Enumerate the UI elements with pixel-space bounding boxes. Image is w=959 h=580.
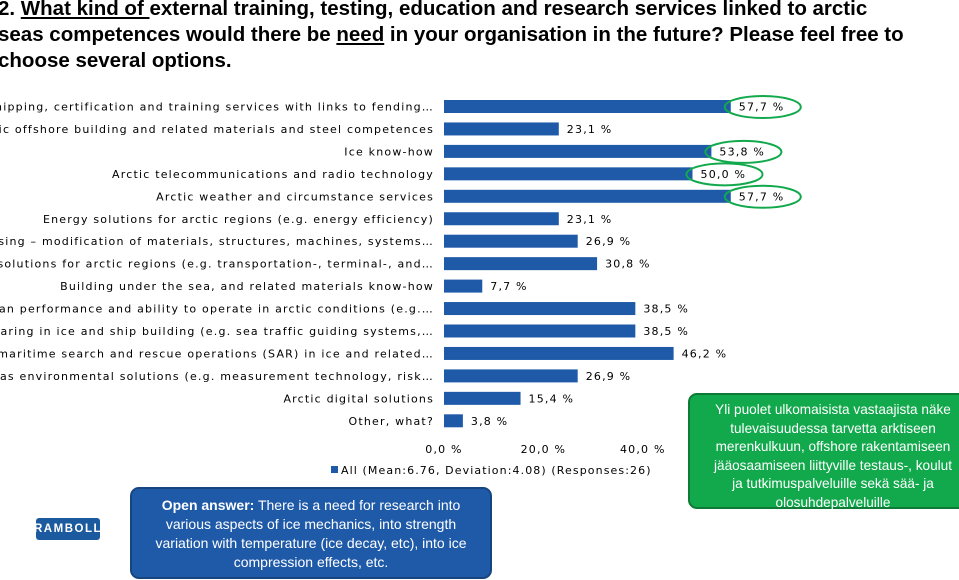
title-line-3: choose several options. <box>0 49 232 72</box>
title-line-2: seas competences would there be need in … <box>0 23 904 46</box>
bar-13 <box>444 391 521 405</box>
value-label-0: 57,7 % <box>739 101 785 114</box>
finnish-note-line-2: merenkulkuun, offshore rakentamiseen <box>715 439 951 454</box>
category-label-4: Arctic weather and circumstance services <box>156 190 434 203</box>
category-label-6: Winterising – modification of materials,… <box>0 235 434 248</box>
finnish-note-line-1: tulevaisuudessa tarvetta arktiseen <box>730 420 936 436</box>
highlight-ovals <box>685 95 802 209</box>
value-label-13: 15,4 % <box>529 392 575 405</box>
value-label-10: 38,5 % <box>643 325 689 338</box>
value-label-2: 53,8 % <box>719 145 765 158</box>
category-label-2: Ice know-how <box>344 145 434 158</box>
bar-8 <box>444 279 483 293</box>
highlight-oval-4 <box>723 184 802 209</box>
category-label-9: Human performance and ability to operate… <box>0 303 434 316</box>
finnish-note-line-0: Yli puolet ulkomaisista vastaajista näke <box>715 402 951 417</box>
value-label-9: 38,5 % <box>643 303 689 316</box>
category-label-3: Arctic telecommunications and radio tech… <box>112 168 434 181</box>
value-label-3: 50,0 % <box>701 168 747 181</box>
x-tick-label-2: 40,0 % <box>620 443 666 456</box>
bar-11 <box>444 346 674 360</box>
legend-swatch <box>331 466 338 473</box>
bar-5 <box>444 212 559 226</box>
bar-7 <box>444 257 598 271</box>
finnish-note-line-4: ja tutkimuspalveluille sekä sää- ja <box>732 476 934 491</box>
category-label-11: Arctic maritime search and rescue operat… <box>0 347 434 360</box>
category-label-13: Arctic digital solutions <box>283 392 434 405</box>
bar-6 <box>444 234 578 248</box>
bar-12 <box>444 369 578 383</box>
category-label-5: Energy solutions for arctic regions (e.g… <box>43 213 434 226</box>
category-label-7: Logistic solutions for arctic regions (e… <box>0 258 434 271</box>
category-label-10: Seafaring in ice and ship building (e.g.… <box>0 325 434 338</box>
bar-4 <box>444 189 731 203</box>
title-line-1: 2. What kind of external training, testi… <box>0 0 868 20</box>
highlight-oval-0 <box>723 95 802 119</box>
category-labels: Arctic shipping, certification and train… <box>0 101 435 428</box>
value-label-5: 23,1 % <box>567 213 613 226</box>
value-label-7: 30,8 % <box>605 258 651 271</box>
value-label-6: 26,9 % <box>586 235 632 248</box>
value-label-14: 3,8 % <box>471 415 508 428</box>
value-label-12: 26,9 % <box>586 370 632 383</box>
bar-2 <box>444 144 712 158</box>
x-tick-label-1: 20,0 % <box>521 443 567 456</box>
bar-0 <box>444 100 731 113</box>
finnish-note-line-3: jääosaamiseen liittyville testaus-, koul… <box>713 457 952 473</box>
legend-text: All (Mean:6.76, Deviation:4.08) (Respons… <box>341 464 652 477</box>
category-label-8: Building under the sea, and related mate… <box>60 280 434 293</box>
finnish-summary-callout: Yli puolet ulkomaisista vastaajista näke… <box>688 393 959 510</box>
bar-1 <box>444 122 559 136</box>
finnish-note-line-5: olosuhdepalveluille <box>775 494 891 510</box>
category-label-14: Other, what? <box>349 415 435 428</box>
value-label-1: 23,1 % <box>567 123 613 136</box>
value-label-8: 7,7 % <box>490 280 527 293</box>
bar-10 <box>444 324 636 338</box>
category-label-12: Arctic seas environmental solutions (e.g… <box>0 370 434 383</box>
x-axis-ticks: 0,0 % 20,0 % 40,0 % <box>425 443 666 456</box>
ramboll-logo: RAMBOLL <box>34 518 101 540</box>
category-label-1: Arctic offshore building and related mat… <box>0 123 434 136</box>
open-answer-text: There is a need for research into variou… <box>155 497 467 570</box>
value-label-11: 46,2 % <box>682 347 728 360</box>
x-tick-label-0: 0,0 % <box>425 443 462 456</box>
question-title: 2. What kind of external training, testi… <box>0 0 959 74</box>
open-answer-callout: Open answer: There is a need for researc… <box>130 487 492 579</box>
bar-3 <box>444 167 693 181</box>
value-label-4: 57,7 % <box>739 190 785 203</box>
highlight-oval-3 <box>685 162 764 187</box>
category-label-0: Arctic shipping, certification and train… <box>0 101 434 114</box>
bars-layer <box>444 100 731 428</box>
value-labels: 57,7 % 23,1 % 53,8 % 50,0 % 57,7 % 23,1 % 26,9… <box>471 101 785 428</box>
bar-9 <box>444 302 636 316</box>
highlight-oval-2 <box>704 139 783 164</box>
bar-14 <box>444 414 463 428</box>
open-answer-label: Open answer: <box>161 497 255 513</box>
